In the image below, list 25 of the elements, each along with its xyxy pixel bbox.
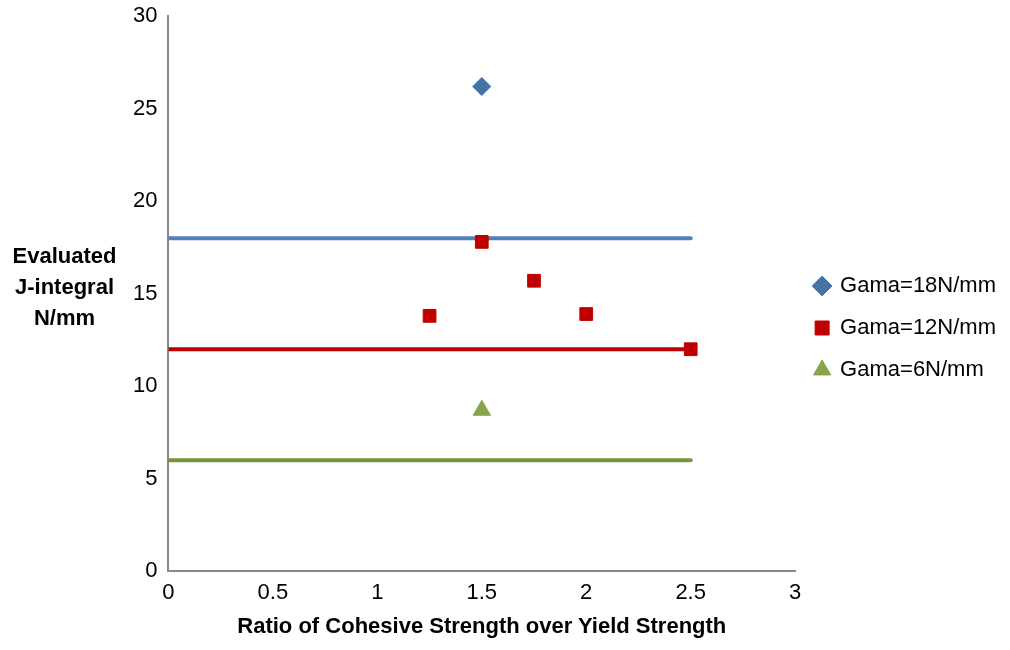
x-axis-title: Ratio of Cohesive Strength over Yield Strength — [237, 612, 727, 638]
x-tick-label: 1 — [371, 579, 384, 605]
x-tick-label: 0.5 — [257, 579, 289, 605]
legend-label: Gama=12N/mm — [840, 314, 997, 340]
y-tick-label: 25 — [132, 94, 158, 120]
y-tick-label: 5 — [145, 464, 158, 490]
point — [527, 273, 541, 288]
legend-label: Gama=18N/mm — [840, 272, 997, 298]
x-tick-label: 1.5 — [466, 579, 498, 605]
x-tick-label: 0 — [162, 579, 175, 605]
y-tick-label: 15 — [132, 279, 158, 305]
x-tick-label: 3 — [789, 579, 802, 605]
point — [422, 309, 437, 323]
y-tick-label: 30 — [132, 2, 158, 28]
y-tick-label: 0 — [145, 557, 158, 583]
point — [474, 235, 489, 249]
x-tick-label: 2 — [580, 579, 593, 605]
y-axis-title: Evaluated J-integral N/mm — [11, 242, 118, 332]
x-tick-label: 2.5 — [675, 579, 706, 605]
point — [472, 77, 492, 96]
point — [579, 307, 594, 321]
y-tick-label: 20 — [132, 187, 158, 213]
point — [683, 342, 698, 357]
y-tick-label: 10 — [132, 372, 158, 398]
legend-label: Gama=6N/mm — [840, 356, 984, 382]
